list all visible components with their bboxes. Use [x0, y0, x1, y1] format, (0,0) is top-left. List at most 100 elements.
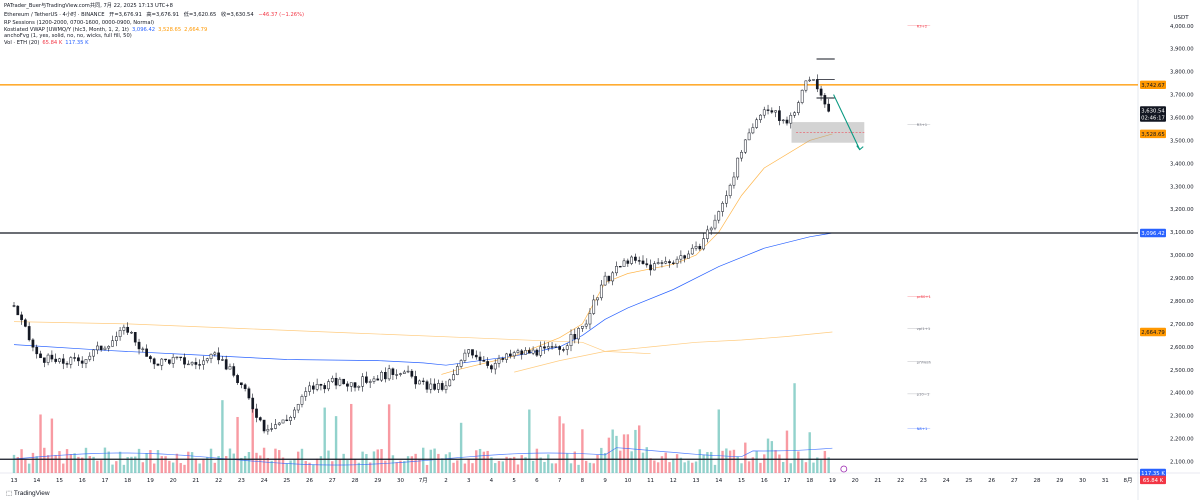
volume-bar: [789, 463, 792, 473]
volume-bar: [164, 456, 167, 473]
candle-body: [186, 363, 190, 366]
volume-bar: [350, 403, 353, 473]
price-badge: [1140, 468, 1166, 478]
price-tick-label: 4,000.00: [1170, 24, 1194, 30]
indicator-row[interactable]: RP Sessions (1200-2000, 0700-1600, 0000-…: [4, 20, 154, 27]
indicator-row[interactable]: Vol · ETH (20) 65.84 K 117.35 K: [4, 40, 88, 47]
price-tick-label: 2,900.00: [1170, 276, 1194, 282]
indicator-value: 3,096.42: [131, 26, 156, 33]
candle-body: [387, 368, 391, 380]
volume-bar: [365, 454, 368, 473]
candle-body: [228, 366, 232, 370]
indicator-value: 65.84 K: [42, 39, 63, 46]
volume-bar: [732, 449, 736, 473]
volume-bar: [259, 455, 262, 473]
candle-body: [255, 408, 258, 418]
candle-body: [599, 284, 603, 299]
volume-bar: [581, 429, 584, 473]
volume-bar: [675, 454, 679, 473]
volume-bar: [668, 462, 671, 473]
volume-bar: [774, 450, 777, 473]
volume-bar: [501, 461, 504, 473]
time-tick-label: 2: [444, 478, 448, 484]
candle-body: [270, 428, 274, 430]
candle-body: [92, 349, 95, 357]
price-badge: [1140, 475, 1166, 485]
price-tick-label: 3,100.00: [1170, 230, 1194, 236]
volume-bar: [232, 453, 235, 473]
candle-body: [796, 102, 800, 114]
volume-bar: [187, 451, 190, 473]
volume-bar: [255, 452, 258, 473]
candle-body: [527, 350, 531, 354]
candle-body: [550, 346, 554, 348]
volume-bar: [281, 457, 285, 473]
price-tick-label: 3,300.00: [1170, 184, 1194, 190]
candle-body: [501, 358, 505, 360]
price-tick-label: 3,200.00: [1170, 207, 1194, 213]
volume-bar: [96, 460, 99, 473]
tradingview-logo: ⬚ TradingView: [6, 490, 50, 497]
volume-bar: [27, 463, 31, 473]
candle-body: [410, 370, 414, 377]
time-tick-label: 9: [603, 478, 607, 484]
volume-bar: [543, 461, 546, 473]
volume-bar: [198, 463, 201, 473]
candle-body: [65, 363, 69, 365]
published-by: PATrader_Buer与TradingView.com共同, 7月 22, …: [4, 3, 173, 9]
volume-bar: [346, 460, 349, 473]
price-badge: [1140, 228, 1166, 238]
indicator-row[interactable]: anchoFvg (1, yes, solid, no, no, wicks, …: [4, 33, 132, 40]
candle-body: [99, 345, 103, 350]
candle-body: [406, 370, 410, 373]
volume-bar: [550, 463, 554, 473]
candle-body: [702, 238, 705, 250]
candle-body: [755, 119, 759, 128]
volume-bar: [751, 457, 755, 473]
candle-body: [247, 388, 251, 399]
volume-bar: [213, 462, 217, 473]
projection-arrow: [833, 94, 861, 150]
volume-bar: [600, 447, 603, 473]
candle-body: [179, 356, 183, 359]
candle-body: [414, 376, 417, 385]
candle-body: [706, 229, 709, 239]
candle-body: [77, 357, 80, 362]
time-tick-label: 8: [581, 478, 585, 484]
time-tick-label: 26: [988, 478, 995, 484]
candle-body: [31, 339, 35, 348]
indicator-row[interactable]: Kostiated VWAP [UWMQ/Y (hlc3, Month, 1, …: [4, 27, 207, 34]
volume-bar: [12, 454, 16, 473]
volume-bar: [827, 457, 830, 473]
time-tick-label: 30: [397, 478, 404, 484]
candle-body: [217, 352, 220, 361]
volume-bar: [190, 452, 194, 473]
volume-bar: [793, 383, 796, 473]
volume-bar: [531, 460, 535, 473]
time-tick-label: 16: [761, 478, 768, 484]
volume-bar: [103, 447, 107, 473]
volume-bar: [816, 457, 819, 473]
price-badge: [1140, 80, 1166, 89]
candle-body: [448, 379, 452, 387]
candle-body: [213, 352, 217, 355]
time-tick-label: 14: [715, 478, 722, 484]
volume-bar: [92, 456, 95, 473]
candle-body: [546, 346, 550, 349]
currency-label: USDT: [1173, 15, 1189, 21]
candle-body: [118, 330, 122, 337]
candle-body: [577, 328, 580, 340]
volume-bar: [175, 453, 179, 473]
volume-bar: [152, 463, 156, 473]
volume-bar: [444, 454, 448, 473]
candle-body: [452, 374, 455, 381]
volume-bar: [54, 455, 57, 473]
volume-bar: [558, 416, 561, 473]
candle-body: [323, 385, 327, 390]
symbol-legend[interactable]: Ethereum / TetherUS · 4小时 · BINANCE 开=3,…: [4, 12, 304, 19]
candle-body: [205, 358, 209, 362]
candle-body: [524, 350, 527, 355]
volume-bar: [46, 455, 50, 473]
